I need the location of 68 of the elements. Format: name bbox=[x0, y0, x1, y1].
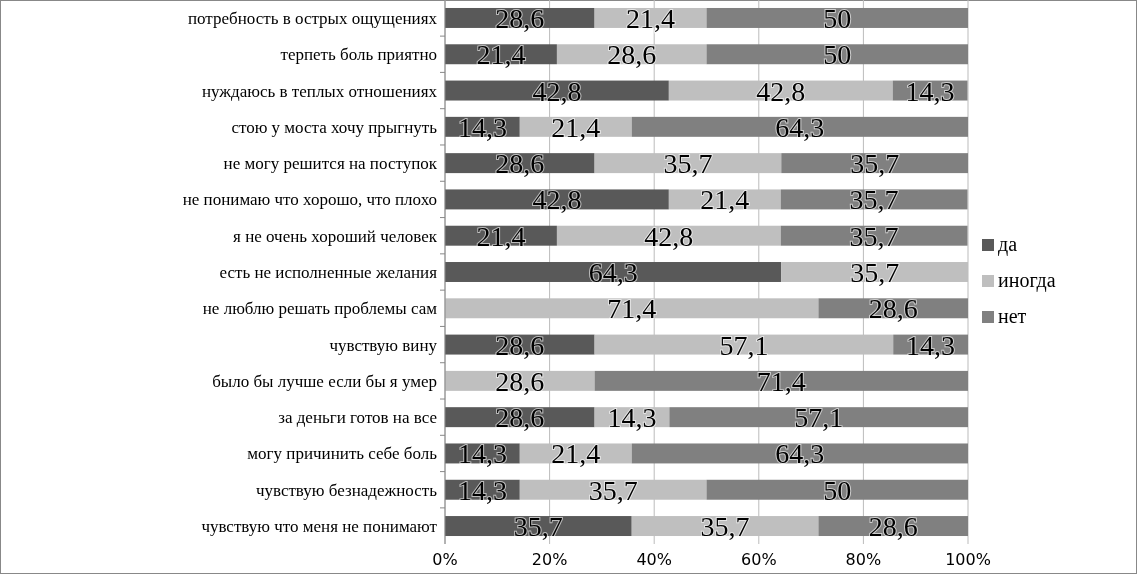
data-label: 28,6 bbox=[495, 329, 545, 361]
data-label: 57,1 bbox=[719, 329, 769, 361]
data-label: 50 bbox=[823, 39, 852, 71]
data-label: 28,6 bbox=[868, 511, 918, 543]
y-tick-label: чувствую что меня не понимают bbox=[201, 517, 438, 537]
data-label: 42,8 bbox=[532, 75, 582, 107]
data-label: 71,4 bbox=[607, 293, 657, 325]
y-tick-label: есть не исполненные желания bbox=[219, 263, 438, 282]
y-tick-label: чувствую безнадежность bbox=[255, 480, 438, 500]
y-tick-label: не понимаю что хорошо, что плохо bbox=[182, 190, 437, 210]
x-tick-label: 20% bbox=[531, 550, 568, 569]
data-label: 21,4 bbox=[551, 111, 601, 143]
data-label: 21,4 bbox=[626, 2, 676, 34]
data-label: 35,7 bbox=[700, 511, 750, 543]
bar bbox=[706, 479, 968, 500]
data-label: 35,7 bbox=[588, 474, 638, 506]
data-label: 28,6 bbox=[868, 293, 918, 325]
y-tick-label: не люблю решать проблемы сам bbox=[202, 299, 438, 319]
data-label: 28,6 bbox=[495, 365, 545, 397]
data-label: 35,7 bbox=[850, 257, 900, 288]
y-tick-label: было бы лучше если бы я умер bbox=[212, 371, 437, 391]
data-label: 14,3 bbox=[457, 111, 507, 143]
data-label: 42,8 bbox=[532, 184, 582, 216]
legend-label: да bbox=[998, 233, 1018, 256]
y-tick-label: я не очень хороший человек bbox=[233, 226, 438, 246]
data-label: 42,8 bbox=[644, 220, 694, 252]
x-tick-label: 100% bbox=[945, 550, 991, 569]
data-label: 14,3 bbox=[905, 75, 955, 107]
data-label: 64,3 bbox=[775, 438, 825, 470]
data-label: 21,4 bbox=[476, 39, 526, 71]
data-label: 50 bbox=[823, 474, 852, 506]
x-tick-label: 80% bbox=[845, 550, 882, 569]
x-tick-label: 60% bbox=[741, 550, 777, 569]
data-label: 21,4 bbox=[476, 220, 526, 252]
data-label: 71,4 bbox=[756, 365, 806, 397]
data-label: 35,7 bbox=[849, 184, 899, 216]
x-tick-label: 40% bbox=[636, 550, 672, 569]
y-tick-label: потребность в острых ощущениях bbox=[188, 8, 438, 28]
data-label: 28,6 bbox=[495, 148, 545, 180]
data-label: 64,3 bbox=[775, 111, 825, 143]
data-label: 14,3 bbox=[457, 474, 507, 506]
data-label: 28,6 bbox=[495, 2, 545, 34]
y-tick-label: за деньги готов на все bbox=[278, 408, 437, 428]
bar bbox=[706, 44, 968, 65]
data-label: 35,7 bbox=[849, 220, 899, 252]
data-label: 35,7 bbox=[663, 148, 713, 180]
data-label: 35,7 bbox=[513, 511, 563, 543]
y-tick-label: нуждаюсь в теплых отношениях bbox=[201, 81, 438, 101]
data-label: 21,4 bbox=[551, 438, 601, 470]
y-tick-label: стою у моста хочу прыгнуть bbox=[231, 117, 438, 137]
data-label: 14,3 bbox=[906, 329, 956, 361]
y-tick-label: чувствую вину bbox=[329, 335, 438, 355]
data-label: 14,3 bbox=[607, 402, 657, 434]
legend-label: нет bbox=[998, 305, 1027, 327]
data-label: 28,6 bbox=[607, 39, 657, 71]
data-label: 35,7 bbox=[850, 148, 900, 180]
data-label: 50 bbox=[823, 2, 852, 34]
bar bbox=[706, 7, 968, 28]
y-tick-label: могу причинить себе боль bbox=[247, 444, 438, 464]
legend-label: иногда bbox=[998, 269, 1056, 292]
data-label: 28,6 bbox=[495, 402, 545, 434]
data-label: 14,3 bbox=[457, 438, 507, 470]
x-tick-label: 0% bbox=[432, 550, 458, 569]
data-label: 42,8 bbox=[756, 75, 806, 107]
data-label: 21,4 bbox=[700, 184, 750, 216]
y-tick-label: терпеть боль приятно bbox=[280, 45, 437, 65]
data-label: 57,1 bbox=[794, 402, 844, 434]
y-tick-label: не могу решится на поступок bbox=[223, 154, 438, 174]
